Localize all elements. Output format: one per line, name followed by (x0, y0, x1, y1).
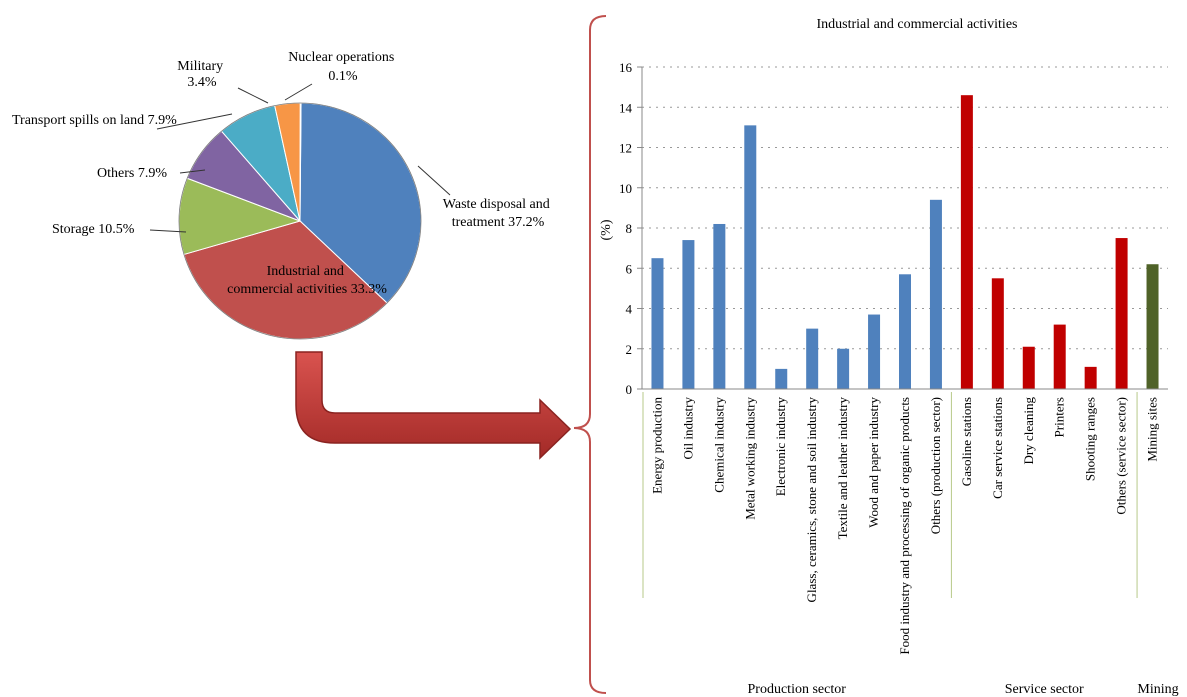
bar-dry-cleaning (1022, 346, 1035, 389)
x-tick-label: Shooting ranges (1083, 397, 1098, 481)
y-tick-label: 8 (626, 221, 633, 236)
x-tick-label: Glass, ceramics, stone and soil industry (804, 397, 819, 603)
bar-car-service-stations (991, 278, 1004, 389)
x-tick-label: Electronic industry (773, 397, 788, 497)
y-tick-label: 10 (619, 181, 632, 196)
y-tick-label: 6 (626, 261, 633, 276)
bar-shooting-ranges (1084, 366, 1097, 389)
group-label-service-sector: Service sector (1005, 682, 1084, 697)
pie-labels: Military 3.4% Nuclear operations 0.1% Tr… (12, 50, 553, 297)
chart-title: Industrial and commercial activities (817, 17, 1018, 32)
bar-chemical-industry (713, 223, 726, 389)
leader-line-transport (156, 113, 233, 130)
leader-line-nuclear (284, 83, 313, 101)
x-tick-label: Dry cleaning (1021, 397, 1036, 465)
x-tick-label: Food industry and processing of organic … (897, 397, 912, 655)
y-tick-label: 2 (626, 342, 633, 357)
group-label-production-sector: Production sector (748, 682, 847, 697)
bar-gasoline-stations (960, 95, 973, 390)
x-tick-label: Chemical industry (711, 397, 726, 493)
pie-label-nuclear: Nuclear operations 0.1% (288, 50, 398, 84)
bars (651, 95, 1159, 390)
y-tick-label: 16 (619, 60, 633, 75)
x-tick-label: Others (production sector) (928, 397, 943, 534)
x-axis-labels: Energy production Oil industry Chemical in… (649, 397, 1159, 655)
x-tick-label: Textile and leather industry (835, 397, 850, 540)
bar-wood-and-paper-industry (868, 314, 881, 389)
y-axis-ticks: 0 2 4 6 8 10 12 14 16 (619, 60, 642, 397)
leader-line-others (179, 169, 206, 174)
pie-label-transport: Transport spills on land 7.9% (12, 113, 177, 128)
x-tick-label: Oil industry (680, 397, 695, 460)
pie-label-industrial: Industrial and commercial activities 33.… (227, 264, 387, 297)
y-tick-label: 0 (626, 382, 633, 397)
bar-electronic-industry (775, 368, 788, 390)
leader-line-storage (149, 229, 187, 233)
pie-label-military: Military 3.4% (177, 59, 226, 90)
x-tick-label: Gasoline stations (959, 397, 974, 486)
bar-oil-industry (682, 240, 695, 389)
y-tick-label: 12 (619, 141, 632, 156)
group-separators (642, 392, 1138, 598)
bar-printers (1053, 324, 1066, 389)
y-axis-label: (%) (599, 219, 614, 240)
bar-others-production-sector (929, 199, 942, 389)
pie-label-storage: Storage 10.5% (52, 222, 135, 237)
bar-metal-working-industry (744, 125, 757, 390)
pie-label-others: Others 7.9% (97, 166, 167, 181)
leader-line-waste (417, 165, 451, 196)
bracket (573, 15, 607, 694)
bar-others-service-sector (1115, 238, 1128, 389)
x-tick-label: Car service stations (990, 397, 1005, 499)
y-tick-label: 4 (626, 302, 633, 317)
group-label-mining: Mining (1137, 682, 1178, 697)
bar-textile-and-leather-industry (837, 348, 850, 389)
bar-food-industry-and-processing-of-organic-products (899, 274, 911, 389)
bar-energy-production (651, 258, 664, 389)
leader-line-military (237, 87, 269, 104)
x-tick-label: Mining sites (1145, 397, 1160, 462)
x-tick-label: Printers (1052, 397, 1067, 437)
x-tick-label: Wood and paper industry (866, 397, 881, 528)
pie-chart (178, 102, 422, 340)
x-tick-label: Others (service sector) (1114, 397, 1129, 515)
bar-glass-ceramics-stone-and-soil-industry (806, 328, 819, 390)
bar-chart: Industrial and commercial activities (%)… (599, 17, 1179, 697)
y-tick-label: 14 (619, 100, 633, 115)
pie-outline (178, 102, 422, 340)
x-tick-label: Energy production (649, 397, 664, 494)
pie-label-waste: Waste disposal and treatment 37.2% (443, 197, 553, 230)
bar-mining-sites (1146, 264, 1159, 389)
connector-arrow (295, 351, 572, 460)
group-labels: Production sector Service sector Mining (748, 682, 1179, 697)
x-tick-label: Metal working industry (742, 397, 757, 520)
